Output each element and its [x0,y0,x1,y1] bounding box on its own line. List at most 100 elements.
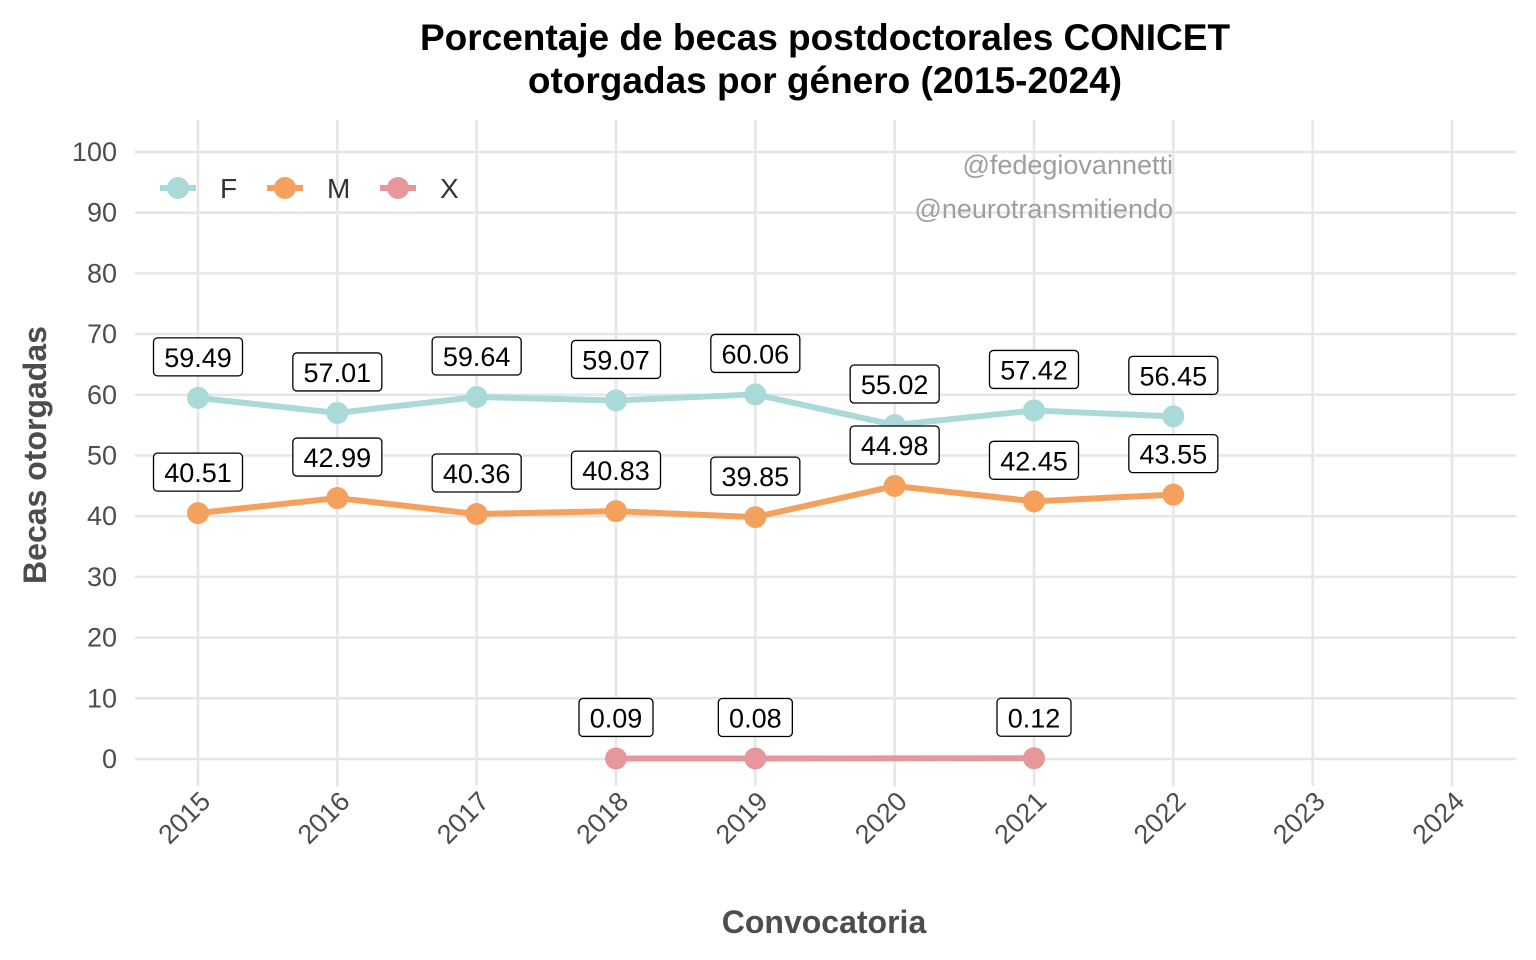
data-point-F [1023,399,1045,422]
data-label-M: 42.99 [292,437,383,477]
data-label-box [988,349,1080,390]
x-tick-label: 2021 [989,786,1053,850]
data-label-box [710,333,801,374]
data-label-box [1128,355,1219,395]
x-axis-title: Convocatoria [722,904,927,940]
data-label-box [710,456,801,496]
data-label-box [152,452,244,492]
legend-label: X [440,173,459,204]
data-label-M: 40.51 [152,452,244,492]
data-label-box [1128,434,1219,474]
data-label-F: 56.45 [1128,355,1219,395]
y-tick-label: 20 [87,623,117,653]
data-label-text: 0.12 [1008,703,1061,733]
data-label-F: 55.02 [849,364,940,404]
watermark-2: @neurotransmitiendo [914,194,1173,224]
data-point-F [605,389,627,412]
y-tick-label: 0 [102,744,117,774]
y-tick-label: 60 [87,380,117,410]
data-label-X: 0.09 [578,697,654,738]
legend-key-point [274,177,296,199]
data-label-box [996,697,1072,737]
y-tick-label: 30 [87,562,117,592]
x-tick-label: 2022 [1128,786,1192,850]
data-label-box [578,697,654,738]
data-label-box [988,440,1080,480]
data-point-F [187,386,209,409]
y-tick-label: 80 [87,258,117,288]
data-label-M: 40.83 [570,450,662,490]
data-label-text: 40.83 [582,456,650,486]
data-label-text: 0.08 [729,704,782,734]
x-tick-label: 2018 [571,786,635,850]
y-tick-label: 100 [72,137,117,167]
data-label-box [152,337,244,377]
data-point-F [465,385,488,408]
data-label-box [292,437,383,477]
data-label-text: 57.01 [304,358,372,388]
series [187,383,1185,770]
x-tick-label: 2020 [849,786,913,850]
data-label-F: 59.49 [152,337,244,377]
data-label-F: 59.64 [431,336,522,376]
data-label-box [431,336,522,376]
data-point-M [1162,483,1185,506]
y-axis-title: Becas otorgadas [17,326,53,584]
legend-key-point [167,177,189,199]
x-tick-label: 2016 [292,786,356,850]
data-label-text: 59.49 [164,343,232,373]
y-tick-label: 10 [87,683,117,713]
data-label-text: 60.06 [722,339,790,369]
data-label-text: 44.98 [861,431,929,461]
data-label-text: 55.02 [861,370,929,400]
chart-title-line-1: Porcentaje de becas postdoctorales CONIC… [420,17,1231,58]
data-label-M: 43.55 [1128,434,1219,474]
data-labels: 59.49 57.01 59.64 59.07 60.06 55.02 57.42 56.45… [152,333,1219,738]
data-label-M: 40.36 [431,453,522,493]
y-axis-ticks: 0 10 20 30 40 50 60 70 80 90 100 [72,137,117,774]
data-label-box [570,450,662,490]
series-line-F [197,391,1174,429]
data-label-text: 42.45 [1000,446,1068,476]
data-point-M [605,500,627,523]
x-axis-ticks: 2015 2016 2017 2018 2019 2020 2021 2022 2023 2024 [153,786,1471,850]
x-tick-label: 2015 [153,786,217,850]
data-label-M: 44.98 [849,425,940,465]
data-point-X [744,747,767,770]
data-point-X [605,747,627,770]
legend-item-M: M [267,173,350,204]
x-tick-label: 2017 [431,786,495,850]
data-label-box [717,697,793,738]
y-tick-label: 50 [87,441,117,471]
chart-title-line-2: otorgadas por género (2015-2024) [528,60,1122,101]
data-label-F: 60.06 [710,333,801,374]
series-line-M [197,482,1174,521]
data-label-text: 59.07 [582,345,650,375]
y-tick-label: 90 [87,198,117,228]
y-tick-label: 40 [87,501,117,531]
legend-item-F: F [160,173,237,204]
data-label-X: 0.08 [717,697,793,738]
legend-label: F [220,173,237,204]
data-point-X [1023,747,1045,770]
data-label-text: 40.36 [443,459,511,489]
x-tick-label: 2019 [710,786,774,850]
data-point-M [465,503,488,526]
data-point-F [744,383,767,406]
data-label-M: 39.85 [710,456,801,496]
data-label-X: 0.12 [996,697,1072,737]
data-point-M [883,474,906,497]
data-point-M [326,487,349,510]
data-label-text: 56.45 [1140,361,1208,391]
legend-label: M [327,173,350,204]
data-point-M [187,502,209,525]
data-label-M: 42.45 [988,440,1080,480]
data-label-box [292,352,383,392]
data-point-M [744,506,767,529]
y-tick-label: 70 [87,319,117,349]
data-point-F [326,401,349,424]
data-label-text: 42.99 [304,443,372,473]
data-label-text: 40.51 [164,458,232,488]
